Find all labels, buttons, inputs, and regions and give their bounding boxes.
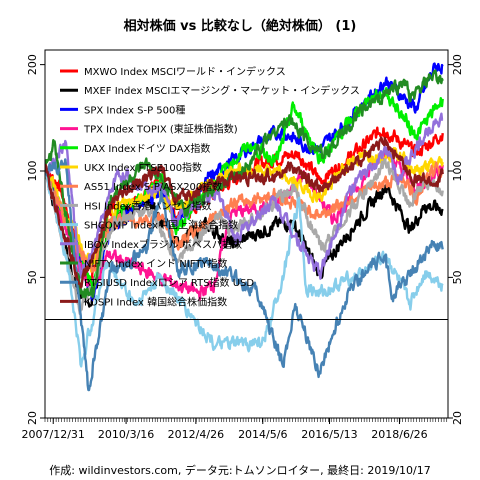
legend: MXWO Index MSCIワールド・インデックス MXEF Index MSC… [60,65,360,308]
x-tick-label: 2007/12/31 [22,428,85,441]
legend-label: TPX Index TOPIX (東証株価指数) [83,123,238,136]
legend-label: IBOV Indexブラジル ボベスパ指数 [84,238,242,251]
plot-frame [44,49,449,419]
x-tick-label: 2012/4/26 [168,428,224,441]
x-tick-label: 2016/5/13 [301,428,357,441]
plot-area: 20 20 50 50 100 100 200 200 2007/12/31 2010/3/16 2… [22,49,464,441]
legend-label: KOSPI Index 韓国総合株価指数 [84,295,227,308]
series-line [45,112,444,280]
legend-label: DAX Indexドイツ DAX指数 [84,142,210,155]
y-tick-label-right: 20 [451,411,464,425]
y-tick-label-left: 50 [26,270,39,284]
series-line [45,158,444,392]
legend-label: UKX Index FTSE100指数 [84,161,202,174]
x-tick-label: 2010/3/16 [98,428,154,441]
series-line [45,136,444,289]
legend-label: RTSIUSD Indexロシア RTS指数 USD [84,276,254,289]
y-tick-label-left: 200 [26,54,39,75]
legend-label: MXWO Index MSCIワールド・インデックス [84,65,286,78]
legend-label: SHCOMP Index中国上海総合指数 [84,219,238,232]
y-tick-label-right: 200 [451,54,464,75]
series-lines [45,62,444,392]
legend-label: HSI Index香港ハンセン指数 [84,199,212,212]
x-tick-label: 2014/5/6 [238,428,287,441]
legend-label: SPX Index S-P 500種 [84,103,185,116]
legend-label: MXEF Index MSCIエマージング・マーケット・インデックス [84,84,360,97]
chart-caption: 作成: wildinvestors.com, データ元:トムソンロイター, 最終… [49,463,430,477]
y-tick-label-left: 100 [26,161,39,182]
legend-label: NIFTY Index インド NIFTY指数 [84,257,228,270]
legend-label: AS51 Index S-P/ASX200指数 [84,180,222,193]
x-tick-label: 2018/6/26 [371,428,427,441]
y-tick-label-right: 50 [451,270,464,284]
y-tick-label-left: 20 [26,411,39,425]
y-tick-label-right: 100 [451,161,464,182]
series-line [45,161,444,273]
chart-title: 相対株価 vs 比較なし（絶対株価） (1) [124,18,357,34]
